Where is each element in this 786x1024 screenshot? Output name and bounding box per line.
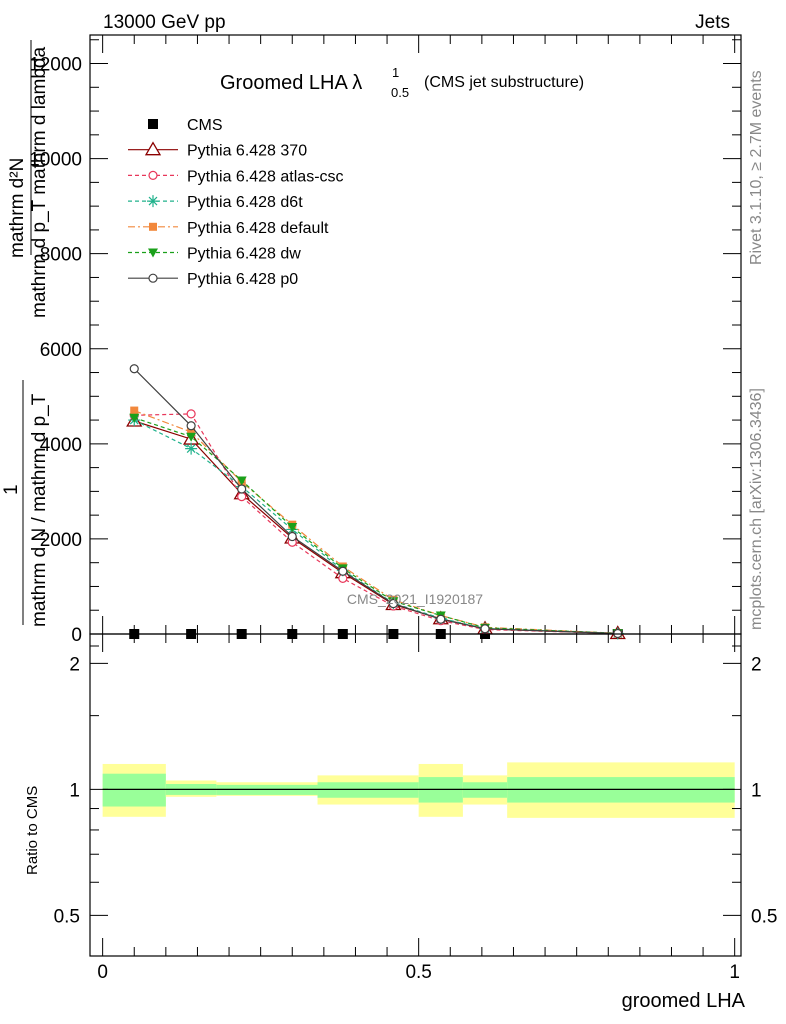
ratio-ytick-label: 2	[69, 654, 80, 675]
ylabel-n: mathrm d N / mathrm d p_T	[29, 393, 50, 627]
series-line-d6t	[133, 419, 618, 635]
main-ytick-label: 4000	[40, 435, 82, 456]
data-point-d6t	[185, 442, 198, 455]
main-ytick-label: 0	[71, 625, 82, 646]
legend-marker-cms	[148, 119, 158, 129]
data-point-atlas	[186, 409, 196, 419]
ratio-axis-ticks: 0.5 0.5 1 1 2 2 0 0.5 1	[54, 634, 777, 983]
legend-marker-default	[149, 222, 157, 231]
ratio-bands	[102, 762, 735, 818]
x-tick-label: 0.5	[405, 962, 431, 983]
ylabel-one: 1	[1, 484, 22, 495]
ylabel-frac-top: mathrm d²N	[7, 158, 28, 258]
header-process: 13000 GeV pp	[103, 12, 226, 33]
legend-marker-p0	[148, 273, 158, 283]
main-ytick-label: 2000	[40, 530, 82, 551]
analysis-watermark: CMS_2021_I1920187	[347, 591, 483, 607]
legend-entry-atlas: Pythia 6.428 atlas-csc	[128, 168, 344, 185]
data-point-p0	[480, 624, 490, 634]
ratio-ytick-label-right: 1	[751, 780, 762, 801]
legend-label-dw: Pythia 6.428 dw	[187, 246, 301, 263]
legend-label-p0: Pythia 6.428 p0	[187, 271, 298, 288]
data-point-p0	[287, 531, 297, 542]
legend-entry-p0: Pythia 6.428 p0	[128, 271, 298, 288]
data-point-default	[130, 406, 139, 415]
data-point-p0	[129, 364, 139, 374]
data-point-dw	[186, 432, 197, 442]
legend-marker-p370	[144, 141, 162, 156]
x-tick-label: 1	[729, 962, 740, 983]
legend-label-p370: Pythia 6.428 370	[187, 143, 307, 160]
data-point-dw	[129, 413, 140, 423]
ylabel-frac-bot: mathrm d p_T mathrm d lambda	[29, 47, 50, 318]
title-sup: 1	[392, 65, 399, 80]
legend: CMS Pythia 6.428 370 Pythia 6.428 atlas-cs…	[128, 117, 344, 288]
title-main: Groomed LHA λ	[220, 72, 362, 94]
legend-marker-atlas	[148, 170, 158, 180]
title-paren: (CMS jet substructure)	[424, 74, 584, 91]
x-tick-label: 0	[97, 962, 108, 983]
header-category: Jets	[695, 12, 730, 33]
ratio-band-inner	[462, 782, 508, 798]
legend-entry-dw: Pythia 6.428 dw	[128, 246, 301, 263]
data-point-p0	[338, 566, 348, 576]
main-ytick-label: 6000	[40, 340, 82, 361]
data-point-p0	[237, 484, 247, 494]
data-point-p0	[436, 614, 446, 624]
legend-entry-d6t: Pythia 6.428 d6t	[128, 194, 303, 211]
data-point-atlas	[237, 492, 247, 502]
legend-label-d6t: Pythia 6.428 d6t	[187, 194, 303, 211]
mcplots-label: mcplots.cern.ch [arXiv:1306.3436]	[748, 388, 765, 630]
data-point-p0	[388, 598, 398, 609]
legend-entry-default: Pythia 6.428 default	[128, 220, 329, 237]
legend-marker-dw	[148, 248, 158, 258]
plot-title: Groomed LHA λ 1 0.5 (CMS jet substructur…	[220, 65, 584, 100]
series-line-atlas	[134, 413, 618, 635]
main-ytick-label: 12000	[29, 55, 82, 76]
legend-entry-cms: CMS	[148, 117, 223, 134]
ratio-panel-frame	[89, 633, 742, 957]
ratio-ytick-label: 0.5	[54, 906, 80, 927]
legend-entry-p370: Pythia 6.428 370	[128, 141, 307, 160]
legend-label-cms: CMS	[187, 117, 223, 134]
ratio-ytick-label: 1	[69, 780, 80, 801]
main-axis-ticks: 0 2000 4000 6000 8000 10000 12000	[29, 35, 741, 646]
title-sub: 0.5	[391, 85, 409, 100]
ratio-ylabel: Ratio to CMS	[24, 786, 41, 875]
main-ytick-label: 8000	[40, 245, 82, 266]
ratio-band-inner	[102, 773, 166, 807]
legend-marker-d6t	[147, 195, 159, 208]
x-axis-label: groomed LHA	[622, 990, 746, 1012]
ratio-ytick-label-right: 0.5	[751, 906, 777, 927]
rivet-label: Rivet 3.1.10, ≥ 2.7M events	[748, 70, 765, 265]
data-point-dw	[236, 476, 247, 486]
data-point-dw	[287, 523, 298, 533]
data-point-default	[187, 427, 196, 436]
ratio-ytick-label-right: 2	[751, 654, 762, 675]
legend-label-default: Pythia 6.428 default	[187, 220, 329, 237]
main-ylabel: mathrm d²N mathrm d p_T mathrm d lambda …	[1, 40, 50, 627]
ratio-band-inner	[317, 782, 419, 798]
legend-label-atlas: Pythia 6.428 atlas-csc	[187, 168, 344, 185]
data-point-p0	[186, 421, 196, 431]
main-ytick-label: 10000	[29, 150, 82, 171]
